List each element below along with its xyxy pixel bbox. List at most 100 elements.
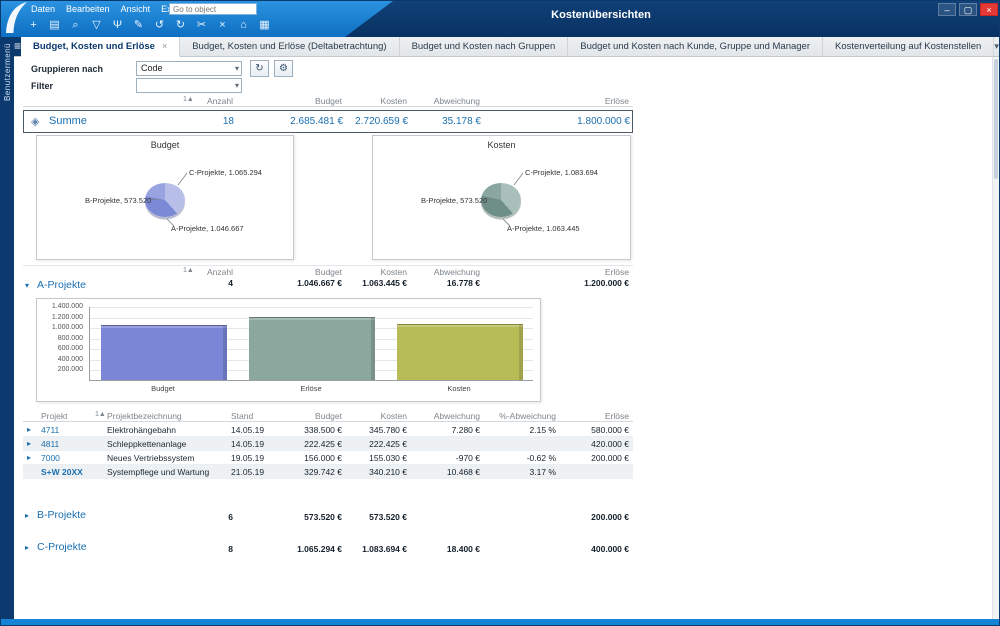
stand: 14.05.19 bbox=[231, 439, 265, 449]
col-header-abweichung[interactable]: Abweichung bbox=[433, 411, 480, 421]
refresh-button[interactable]: ↻ bbox=[250, 60, 269, 77]
kosten-pie-chart[interactable] bbox=[481, 183, 521, 217]
col-header-pct-abweichung[interactable]: %-Abweichung bbox=[499, 411, 556, 421]
col-header-anzahl[interactable]: Anzahl bbox=[207, 96, 233, 106]
grid-icon[interactable]: ▦ bbox=[259, 19, 270, 31]
group-c-expander[interactable]: ▸ C-Projekte bbox=[25, 541, 87, 553]
maximize-button[interactable]: ▢ bbox=[959, 3, 977, 16]
projekt-link[interactable]: 7000 bbox=[41, 453, 60, 463]
user-menu-strip[interactable]: Benutzermenü bbox=[1, 37, 14, 619]
pie-label-c: C-Projekte, 1.083.694 bbox=[525, 168, 598, 177]
summe-row[interactable]: ◈ Summe 18 2.685.481 € 2.720.659 € 35.17… bbox=[23, 110, 633, 133]
col-header-budget[interactable]: Budget bbox=[315, 411, 342, 421]
save-icon[interactable]: ▤ bbox=[49, 19, 60, 31]
hamburger-menu-icon[interactable]: ≡ bbox=[14, 37, 22, 56]
pct-abweichung: 3.17 % bbox=[529, 467, 556, 477]
chevron-right-icon: ▸ bbox=[25, 543, 30, 552]
y-axis-tick-label: 600.000 bbox=[57, 345, 83, 353]
tab-close-icon[interactable]: × bbox=[161, 41, 168, 51]
table-row[interactable]: ▸ 7000 Neues Vertriebssystem 19.05.19 15… bbox=[23, 451, 633, 465]
col-header-bezeichnung[interactable]: Projektbezeichnung bbox=[107, 411, 182, 421]
budget-pie-chart[interactable] bbox=[145, 183, 185, 217]
bar-kosten[interactable] bbox=[397, 323, 523, 380]
table-row[interactable]: ▸ 4811 Schleppkettenanlage 14.05.19 222.… bbox=[23, 437, 633, 451]
menu-bearbeiten[interactable]: Bearbeiten bbox=[66, 4, 110, 14]
table-row[interactable]: S+W 20XX Systempflege und Wartung 21.05.… bbox=[23, 465, 633, 479]
budget: 222.425 € bbox=[304, 439, 342, 449]
sort-badge[interactable]: 1▲ bbox=[183, 96, 194, 103]
group-by-select[interactable]: Code ▾ bbox=[136, 61, 242, 76]
chevron-right-icon[interactable]: ▸ bbox=[27, 439, 32, 448]
edit-icon[interactable]: ✎ bbox=[133, 19, 144, 31]
minimize-button[interactable]: – bbox=[938, 3, 956, 16]
pct-abweichung: -0.62 % bbox=[526, 453, 556, 463]
projekt-link[interactable]: 4711 bbox=[41, 425, 60, 435]
chevron-right-icon[interactable]: ▸ bbox=[27, 453, 32, 462]
bar-chart-plot[interactable] bbox=[89, 307, 533, 381]
group-b-anzahl: 6 bbox=[228, 512, 233, 522]
x-axis-category-label: Erlöse bbox=[300, 384, 322, 393]
delete-icon[interactable]: × bbox=[219, 19, 226, 31]
cut-icon[interactable]: ✂ bbox=[196, 19, 207, 31]
filter-select[interactable]: ▾ bbox=[136, 78, 242, 93]
pie-label-a: A-Projekte, 1.063.445 bbox=[507, 224, 580, 233]
pie-connector-lines bbox=[148, 172, 188, 227]
pie-label-b: B-Projekte, 573.520 bbox=[85, 196, 152, 205]
projekt-link[interactable]: S+W 20XX bbox=[41, 467, 83, 477]
tab-nach-gruppen[interactable]: Budget und Kosten nach Gruppen bbox=[400, 37, 569, 56]
redo-icon[interactable]: ↻ bbox=[175, 19, 186, 31]
group-a-expander[interactable]: ▾ A-Projekte bbox=[25, 279, 86, 291]
main-content: Gruppieren nach Code ▾ ↻ ⚙ Filter ▾ 1▲ A… bbox=[14, 57, 992, 619]
chevron-right-icon[interactable]: ▸ bbox=[27, 425, 32, 434]
kosten: 222.425 € bbox=[369, 439, 407, 449]
col-header-budget[interactable]: Budget bbox=[315, 96, 342, 106]
tab-label: Kostenverteilung auf Kostenstellen bbox=[835, 41, 982, 52]
tab-overflow-icon[interactable]: ▾ bbox=[994, 41, 999, 51]
branch-icon[interactable]: Ψ bbox=[112, 19, 123, 31]
undo-icon[interactable]: ↺ bbox=[154, 19, 165, 31]
menu-daten[interactable]: Daten bbox=[31, 4, 56, 14]
projekt-link[interactable]: 4811 bbox=[41, 439, 60, 449]
col-header-abweichung[interactable]: Abweichung bbox=[433, 96, 480, 106]
tab-label: Budget und Kosten nach Kunde, Gruppe und… bbox=[580, 41, 810, 52]
search-icon[interactable]: ⌕ bbox=[72, 19, 79, 31]
group-c-budget: 1.065.294 € bbox=[297, 544, 342, 554]
tab-kunde-gruppe-manager[interactable]: Budget und Kosten nach Kunde, Gruppe und… bbox=[568, 37, 823, 56]
budget: 156.000 € bbox=[304, 453, 342, 463]
group-b-expander[interactable]: ▸ B-Projekte bbox=[25, 509, 86, 521]
scrollbar-thumb[interactable] bbox=[994, 59, 998, 179]
add-icon[interactable]: + bbox=[30, 19, 37, 31]
group-by-label: Gruppieren nach bbox=[31, 64, 104, 74]
bar-budget[interactable] bbox=[101, 324, 227, 380]
col-header-projekt[interactable]: Projekt bbox=[41, 411, 68, 421]
chart-title: Budget bbox=[150, 140, 180, 150]
menu-ansicht[interactable]: Ansicht bbox=[120, 4, 151, 14]
group-c-label: C-Projekte bbox=[37, 541, 87, 553]
col-header-erloese[interactable]: Erlöse bbox=[604, 267, 629, 277]
settings-button[interactable]: ⚙ bbox=[274, 60, 293, 77]
sort-badge[interactable]: 1▲ bbox=[183, 267, 194, 274]
sort-badge[interactable]: 1▲ bbox=[95, 411, 106, 418]
close-button[interactable]: × bbox=[980, 3, 998, 16]
col-header-erloese[interactable]: Erlöse bbox=[604, 96, 629, 106]
home-icon[interactable]: ⌂ bbox=[240, 19, 247, 31]
col-header-kosten[interactable]: Kosten bbox=[380, 411, 407, 421]
col-header-anzahl[interactable]: Anzahl bbox=[207, 267, 233, 277]
group-c-row[interactable]: ▸ C-Projekte 8 1.065.294 € 1.083.694 € 18… bbox=[23, 541, 633, 557]
group-b-row[interactable]: ▸ B-Projekte 6 573.520 € 573.520 € 200.00… bbox=[23, 509, 633, 525]
tab-kostenverteilung[interactable]: Kostenverteilung auf Kostenstellen bbox=[823, 37, 995, 56]
filter-icon[interactable]: ▽ bbox=[92, 19, 101, 31]
col-header-abweichung[interactable]: Abweichung bbox=[433, 267, 480, 277]
chevron-down-icon: ▾ bbox=[234, 64, 239, 73]
table-row[interactable]: ▸ 4711 Elektrohängebahn 14.05.19 338.500… bbox=[23, 423, 633, 437]
col-header-budget[interactable]: Budget bbox=[315, 267, 342, 277]
goto-object-input[interactable] bbox=[169, 3, 257, 15]
col-header-kosten[interactable]: Kosten bbox=[380, 267, 407, 277]
tab-deltabetrachtung[interactable]: Budget, Kosten und Erlöse (Deltabetracht… bbox=[180, 37, 400, 56]
tab-budget-kosten-erloese[interactable]: Budget, Kosten und Erlöse × bbox=[21, 37, 181, 57]
col-header-stand[interactable]: Stand bbox=[231, 411, 254, 421]
col-header-erloese[interactable]: Erlöse bbox=[604, 411, 629, 421]
bar-erlöse[interactable] bbox=[249, 316, 375, 380]
col-header-kosten[interactable]: Kosten bbox=[380, 96, 407, 106]
vertical-scrollbar[interactable] bbox=[992, 57, 999, 619]
